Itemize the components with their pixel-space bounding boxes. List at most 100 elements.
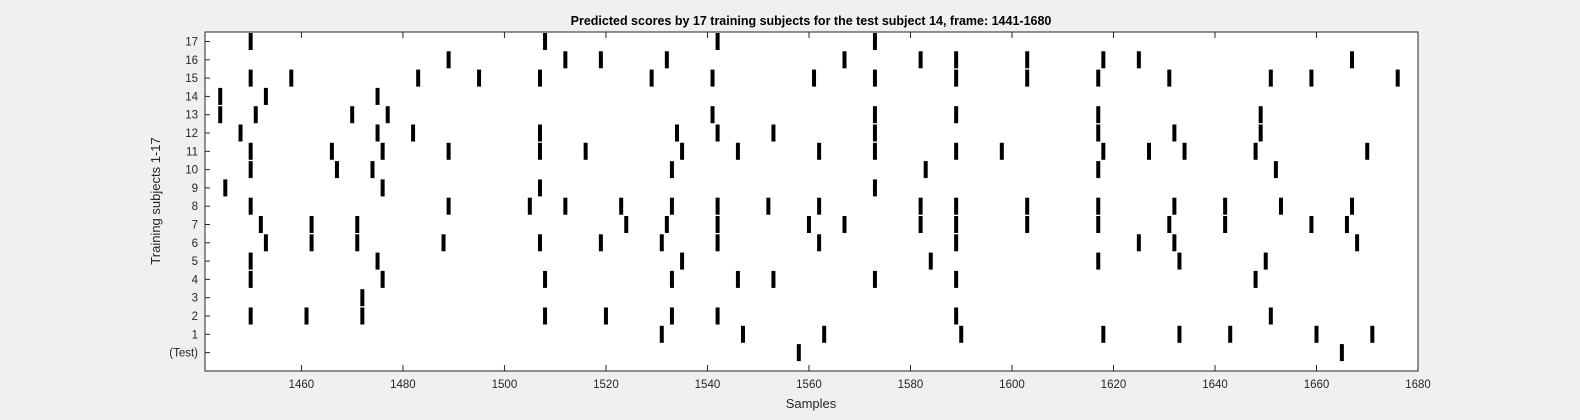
- event-mark: [263, 87, 268, 105]
- event-mark: [669, 161, 674, 179]
- event-mark: [1096, 124, 1101, 142]
- event-mark: [715, 307, 720, 325]
- event-mark: [263, 234, 268, 252]
- event-mark: [355, 234, 360, 252]
- event-mark: [675, 124, 680, 142]
- event-mark: [223, 179, 228, 197]
- event-mark: [928, 252, 933, 270]
- event-mark: [248, 33, 253, 50]
- event-mark: [806, 216, 811, 233]
- event-mark: [766, 197, 771, 215]
- event-mark: [1273, 161, 1278, 179]
- event-mark: [304, 307, 309, 325]
- event-mark: [537, 142, 542, 160]
- y-tick-label: 4: [192, 274, 199, 286]
- event-mark: [954, 270, 959, 288]
- event-mark: [715, 234, 720, 252]
- event-mark: [918, 197, 923, 215]
- x-tick-label: 1640: [1202, 379, 1228, 391]
- event-mark: [334, 161, 339, 179]
- event-mark: [659, 325, 664, 343]
- event-mark: [1268, 307, 1273, 325]
- event-mark: [1258, 106, 1263, 124]
- event-mark: [624, 216, 629, 233]
- y-tick-label: 12: [185, 128, 198, 140]
- event-mark: [771, 124, 776, 142]
- event-mark: [735, 270, 740, 288]
- event-mark: [918, 51, 923, 69]
- event-mark: [375, 124, 380, 142]
- event-mark: [1172, 234, 1177, 252]
- event-mark: [563, 197, 568, 215]
- event-mark: [1223, 216, 1228, 233]
- event-mark: [954, 216, 959, 233]
- event-mark: [1344, 216, 1349, 233]
- event-mark: [537, 69, 542, 87]
- event-mark: [598, 234, 603, 252]
- event-mark: [1025, 216, 1030, 233]
- event-mark: [872, 106, 877, 124]
- event-mark: [959, 325, 964, 343]
- event-mark: [411, 124, 416, 142]
- event-mark: [1096, 161, 1101, 179]
- event-mark: [309, 216, 314, 233]
- event-mark: [1136, 51, 1141, 69]
- event-mark: [385, 106, 390, 124]
- event-mark: [248, 270, 253, 288]
- event-mark: [796, 344, 801, 362]
- y-tick-label: 6: [192, 238, 198, 250]
- y-tick-label: 11: [186, 146, 198, 158]
- event-mark: [817, 234, 822, 252]
- y-tick-label: 1: [192, 329, 198, 341]
- event-mark: [872, 124, 877, 142]
- event-mark: [416, 69, 421, 87]
- y-tick-label: 2: [192, 311, 198, 323]
- event-mark: [1309, 216, 1314, 233]
- x-tick-label: 1600: [999, 379, 1025, 391]
- event-mark: [1253, 142, 1258, 160]
- event-mark: [1228, 325, 1233, 343]
- event-mark: [248, 307, 253, 325]
- event-mark: [1258, 124, 1263, 142]
- event-mark: [1101, 51, 1106, 69]
- event-mark: [543, 307, 548, 325]
- event-mark: [1172, 124, 1177, 142]
- y-tick-label: 9: [192, 183, 198, 195]
- x-tick-label: 1680: [1405, 379, 1431, 391]
- event-mark: [375, 252, 380, 270]
- event-mark: [664, 51, 669, 69]
- event-mark: [1167, 69, 1172, 87]
- event-mark: [1182, 142, 1187, 160]
- event-mark: [918, 216, 923, 233]
- event-mark: [669, 307, 674, 325]
- x-tick-label: 1460: [289, 379, 315, 391]
- event-mark: [1263, 252, 1268, 270]
- event-mark: [1268, 69, 1273, 87]
- y-tick-label: 5: [192, 256, 198, 268]
- event-mark: [380, 142, 385, 160]
- chart-title: Predicted scores by 17 training subjects…: [571, 14, 1052, 28]
- event-mark: [527, 197, 532, 215]
- y-tick-label: 17: [185, 37, 198, 49]
- event-mark: [954, 234, 959, 252]
- x-tick-label: 1560: [796, 379, 822, 391]
- event-mark: [817, 197, 822, 215]
- y-tick-label: 7: [192, 220, 198, 232]
- event-mark: [619, 197, 624, 215]
- y-tick-label: 8: [192, 201, 198, 213]
- event-mark: [329, 142, 334, 160]
- event-mark: [563, 51, 568, 69]
- event-mark: [1223, 197, 1228, 215]
- event-mark: [1177, 325, 1182, 343]
- event-mark: [477, 69, 482, 87]
- event-mark: [355, 216, 360, 233]
- event-mark: [1147, 142, 1152, 160]
- event-mark: [954, 51, 959, 69]
- x-tick-label: 1480: [390, 379, 416, 391]
- event-mark: [710, 106, 715, 124]
- event-mark: [1370, 325, 1375, 343]
- event-mark: [999, 142, 1004, 160]
- y-tick-label: (Test): [169, 348, 198, 360]
